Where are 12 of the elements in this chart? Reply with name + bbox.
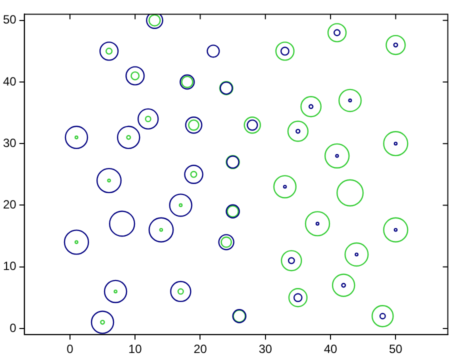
y-tick-label: 20 xyxy=(2,198,17,212)
y-tick-label: 10 xyxy=(2,259,17,274)
x-tick-label: 50 xyxy=(389,342,403,356)
x-tick-label: 30 xyxy=(258,342,272,356)
x-tick-label: 10 xyxy=(128,342,142,356)
y-tick-label: 0 xyxy=(10,320,17,335)
x-tick-label: 20 xyxy=(194,342,208,356)
x-tick-label: 0 xyxy=(66,342,74,356)
y-tick-label: 50 xyxy=(2,12,17,27)
x-tick-label: 40 xyxy=(324,342,338,356)
y-tick-label: 30 xyxy=(2,136,17,150)
y-tick-label: 40 xyxy=(2,74,17,88)
